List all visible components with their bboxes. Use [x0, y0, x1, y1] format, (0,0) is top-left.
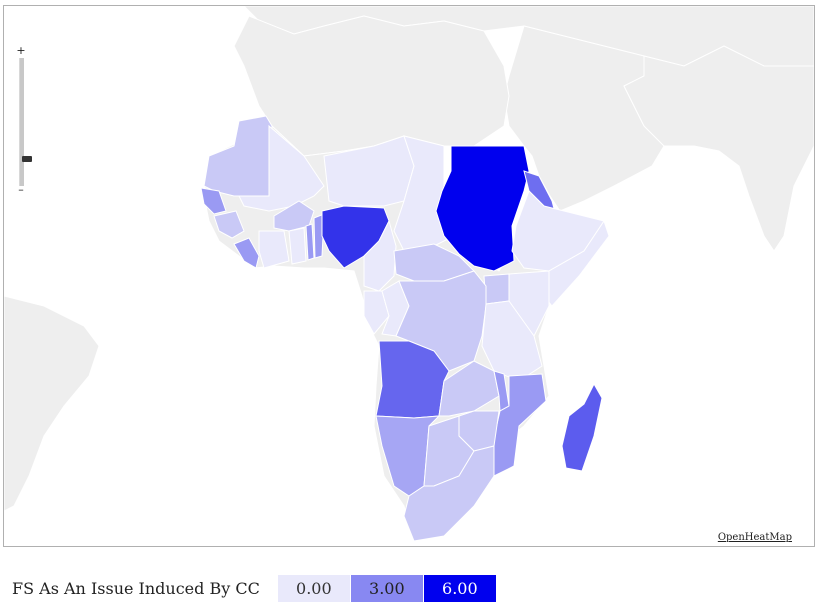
region-cote-ivoire	[258, 230, 290, 269]
legend-item-low: 0.00	[277, 574, 350, 602]
zoom-slider-thumb[interactable]	[22, 156, 32, 162]
region-mozambique	[491, 373, 547, 477]
region-ghana	[288, 227, 307, 265]
zoom-out-button[interactable]: –	[18, 183, 24, 196]
region-madagascar	[561, 382, 603, 472]
map-canvas[interactable]	[4, 6, 814, 546]
region-tanzania	[481, 300, 543, 382]
heat-map[interactable]: + – OpenHeatMap	[3, 5, 815, 547]
choropleth	[200, 115, 610, 542]
region-gabon	[363, 290, 390, 335]
legend-title: FS As An Issue Induced By CC	[12, 578, 260, 598]
legend-item-mid: 3.00	[350, 574, 423, 602]
region-uganda	[483, 273, 510, 305]
land-south-america	[4, 295, 100, 512]
region-senegal	[200, 187, 227, 215]
zoom-slider-track[interactable]	[19, 58, 32, 186]
legend-item-high: 6.00	[423, 574, 496, 602]
land-asia	[623, 45, 814, 252]
region-togo	[305, 223, 315, 261]
openheatmap-link[interactable]: OpenHeatMap	[717, 532, 792, 543]
region-mali	[238, 124, 325, 212]
region-south-africa	[403, 445, 495, 542]
region-zambia	[438, 360, 500, 417]
region-sierra-leone	[233, 237, 260, 269]
zoom-in-button[interactable]: +	[16, 44, 26, 57]
region-mauritania	[203, 115, 273, 197]
legend: FS As An Issue Induced By CC 0.00 3.00 6…	[12, 574, 497, 602]
zoom-control[interactable]: + –	[14, 42, 32, 196]
region-guinea	[213, 210, 245, 239]
